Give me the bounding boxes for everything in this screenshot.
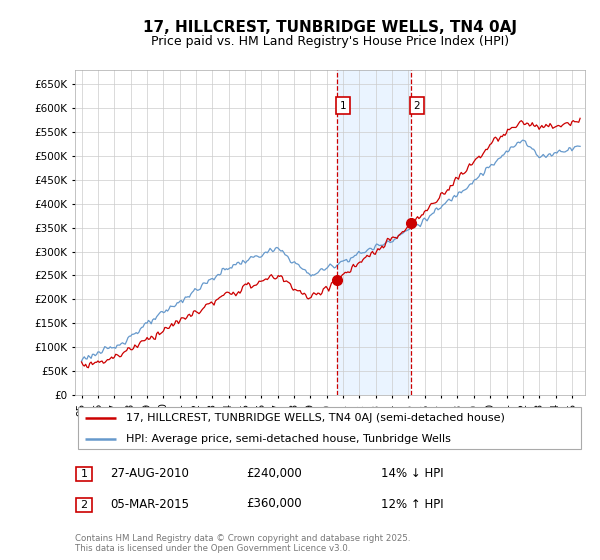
Text: 14% ↓ HPI: 14% ↓ HPI: [381, 466, 443, 480]
FancyBboxPatch shape: [77, 407, 581, 449]
Text: 2: 2: [80, 500, 88, 510]
Text: £240,000: £240,000: [246, 466, 302, 480]
Text: 17, HILLCREST, TUNBRIDGE WELLS, TN4 0AJ (semi-detached house): 17, HILLCREST, TUNBRIDGE WELLS, TN4 0AJ …: [126, 413, 505, 423]
Text: 05-MAR-2015: 05-MAR-2015: [110, 497, 189, 511]
FancyBboxPatch shape: [76, 467, 92, 482]
Text: 12% ↑ HPI: 12% ↑ HPI: [381, 497, 443, 511]
FancyBboxPatch shape: [76, 498, 92, 512]
Text: HPI: Average price, semi-detached house, Tunbridge Wells: HPI: Average price, semi-detached house,…: [126, 435, 451, 444]
Text: £360,000: £360,000: [246, 497, 302, 511]
Text: Price paid vs. HM Land Registry's House Price Index (HPI): Price paid vs. HM Land Registry's House …: [151, 35, 509, 48]
Text: Contains HM Land Registry data © Crown copyright and database right 2025.
This d: Contains HM Land Registry data © Crown c…: [75, 534, 410, 553]
Bar: [337, 70, 411, 395]
Text: 17, HILLCREST, TUNBRIDGE WELLS, TN4 0AJ: 17, HILLCREST, TUNBRIDGE WELLS, TN4 0AJ: [143, 20, 517, 35]
Text: 27-AUG-2010: 27-AUG-2010: [110, 466, 188, 480]
Text: 2: 2: [413, 101, 420, 111]
Text: 1: 1: [80, 469, 88, 479]
Text: 1: 1: [340, 101, 346, 111]
